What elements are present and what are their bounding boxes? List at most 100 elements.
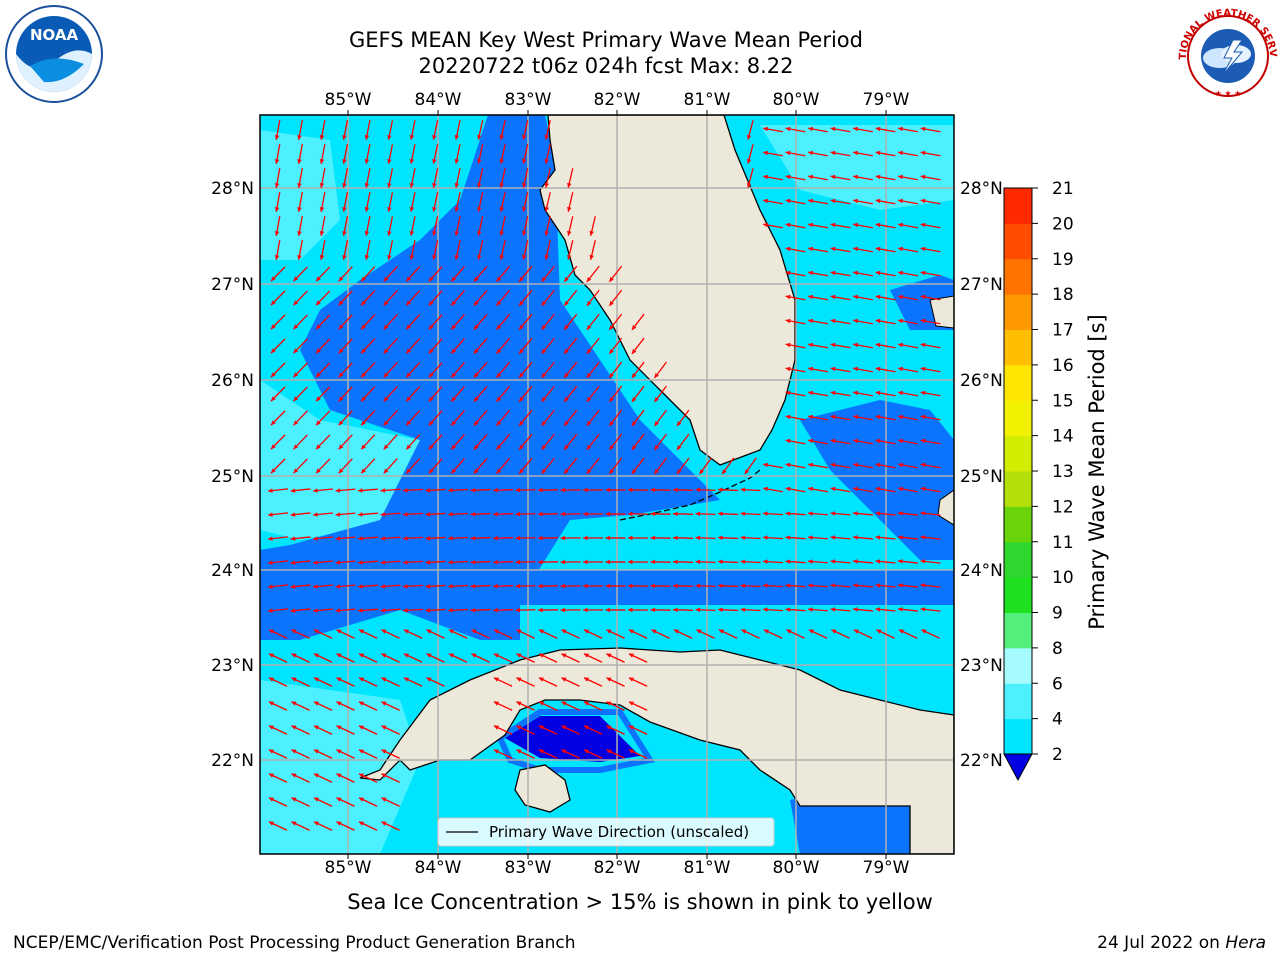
lon-label: 80°W — [773, 90, 820, 110]
wave-arrow-head — [313, 797, 319, 802]
wave-arrow-head — [448, 488, 453, 493]
wave-arrow-head — [538, 583, 543, 589]
colorbar-tick-label: 6 — [1052, 674, 1063, 694]
wave-arrow-head — [830, 342, 836, 348]
wave-arrow-head — [515, 535, 521, 541]
wave-arrow-head — [364, 255, 370, 260]
colorbar-tick-label: 21 — [1052, 179, 1074, 199]
wave-arrow-head — [920, 318, 926, 324]
wave-arrow-head — [763, 535, 768, 540]
wave-arrow-head — [381, 749, 387, 754]
wave-arrow-head — [342, 255, 347, 260]
wave-arrow-head — [335, 608, 341, 613]
wave-arrow-head — [470, 487, 476, 493]
wave-arrow-head — [361, 444, 366, 450]
wave-arrow-head — [875, 126, 881, 132]
wave-arrow-head — [406, 372, 411, 378]
sea-ice-note: Sea Ice Concentration > 15% is shown in … — [347, 890, 933, 914]
wave-arrow-head — [406, 324, 411, 330]
colorbar-swatch — [1004, 258, 1032, 295]
wave-arrow-head — [853, 318, 858, 324]
lon-label: 83°W — [505, 90, 552, 110]
wave-arrow-head — [313, 512, 318, 517]
wave-arrow-head — [605, 583, 610, 589]
wave-arrow-head — [425, 608, 431, 613]
wave-arrow-head — [338, 468, 344, 474]
wave-arrow-head — [628, 583, 633, 589]
wave-arrow-head — [651, 629, 657, 634]
wave-arrow-head — [270, 444, 276, 450]
wave-arrow-head — [268, 821, 274, 826]
wave-arrow-head — [586, 324, 592, 330]
wave-arrow-head — [541, 300, 547, 306]
wave-arrow-head — [316, 444, 321, 450]
wave-arrow-head — [808, 294, 813, 300]
wave-arrow-head — [763, 583, 768, 588]
wave-arrow-head — [364, 159, 370, 164]
lat-label: 24°N — [960, 561, 1003, 581]
wave-arrow-head — [313, 608, 318, 613]
direction-legend: Primary Wave Direction (unscaled) — [437, 817, 775, 847]
wave-arrow-head — [519, 348, 524, 354]
wave-arrow-head — [830, 222, 836, 228]
wave-arrow-head — [470, 559, 476, 565]
wave-arrow-head — [519, 372, 524, 378]
wave-arrow-head — [380, 536, 386, 541]
lat-label: 27°N — [211, 275, 254, 295]
wave-arrow-head — [631, 445, 637, 450]
wave-arrow-head — [853, 294, 858, 300]
colorbar-tick-label: 19 — [1052, 250, 1074, 270]
wave-arrow-head — [290, 536, 296, 541]
wave-arrow-head — [560, 487, 565, 493]
wave-arrow-head — [425, 560, 431, 565]
wave-arrow-head — [403, 653, 409, 658]
wave-arrow-head — [673, 487, 678, 493]
wave-arrow-head — [515, 607, 521, 613]
wave-arrow-head — [358, 797, 364, 802]
wave-arrow-head — [313, 560, 318, 565]
wave-arrow-head — [920, 438, 926, 444]
wave-arrow-head — [316, 300, 321, 306]
wave-arrow-head — [853, 629, 859, 634]
wave-arrow-head — [297, 183, 302, 188]
wave-arrow-head — [830, 486, 836, 492]
wave-arrow-head — [496, 372, 502, 378]
wave-arrow-head — [830, 294, 836, 300]
wave-arrow-head — [342, 135, 347, 140]
wave-arrow-head — [381, 773, 387, 778]
wave-arrow-head — [338, 372, 344, 378]
wave-arrow-head — [696, 629, 702, 634]
wave-arrow-head — [493, 559, 498, 565]
wave-arrow-head — [268, 560, 273, 565]
wave-arrow-head — [361, 276, 366, 282]
lon-label: 79°W — [863, 858, 910, 878]
wave-arrow-head — [785, 198, 791, 204]
wave-arrow-head — [561, 653, 567, 658]
wave-arrow-head — [270, 396, 276, 402]
tick-marks — [347, 110, 887, 859]
wave-arrow-head — [268, 701, 274, 706]
wave-arrow-head — [544, 254, 549, 260]
wave-arrow-head — [583, 653, 589, 658]
wave-arrow-head — [541, 372, 547, 378]
wave-arrow-head — [477, 182, 482, 188]
map-frame — [259, 114, 955, 855]
wave-arrow-head — [544, 206, 549, 212]
wave-arrow-head — [921, 629, 927, 634]
wave-arrow-head — [763, 126, 768, 132]
wave-arrow-head — [853, 198, 858, 204]
colorbar-tick-label: 8 — [1052, 639, 1063, 659]
wave-arrow-head — [538, 701, 544, 706]
wave-arrow-head — [403, 608, 408, 613]
wave-arrow-head — [920, 583, 926, 588]
wave-arrow-head — [319, 207, 325, 212]
wave-arrow-head — [785, 246, 791, 252]
wave-arrow-head — [268, 512, 273, 517]
wave-arrow-head — [274, 255, 280, 260]
wave-arrow-head — [451, 396, 457, 402]
lon-label: 84°W — [415, 90, 462, 110]
wave-arrow-head — [499, 230, 505, 236]
wave-arrow-head — [381, 701, 387, 706]
wave-arrow-head — [293, 348, 299, 354]
colorbar-tick-label: 11 — [1052, 533, 1074, 553]
